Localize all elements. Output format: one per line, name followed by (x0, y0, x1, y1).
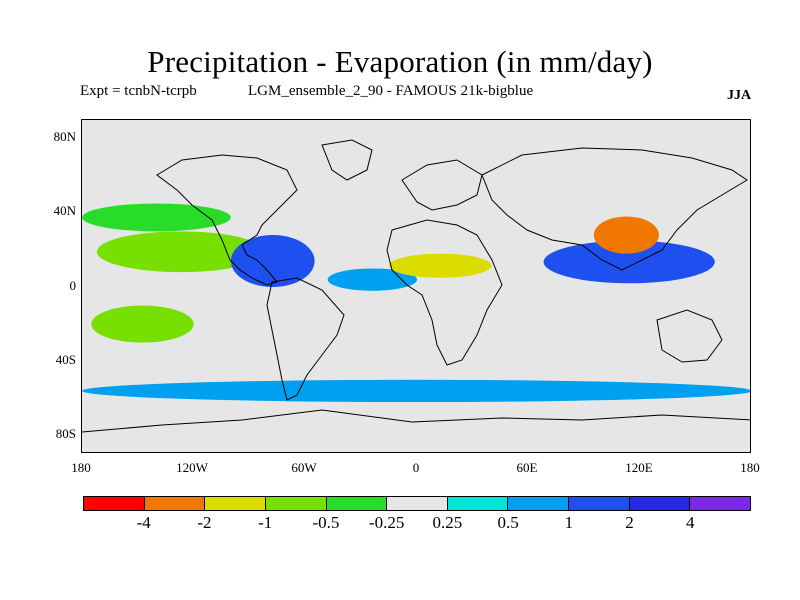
lon-label-120e: 120E (625, 460, 653, 475)
lat-label-80s: 80S (55, 426, 76, 441)
lon-label-60e: 60E (516, 460, 538, 475)
map-background (82, 120, 750, 452)
colorbar-label: 4 (686, 513, 695, 532)
colorbar-label: 2 (625, 513, 634, 532)
colorbar-swatch (84, 497, 145, 510)
colorbar-label: -4 (136, 513, 151, 532)
colorbar-swatch (144, 497, 206, 510)
colorbar-label: 0.25 (432, 513, 463, 532)
lon-label-180e: 180 (740, 460, 760, 475)
field-sahel-dry (389, 253, 492, 278)
field-north-pacific-dry (82, 203, 231, 232)
field-indian-monsoon-wet (543, 240, 715, 284)
lon-label-120w: 120W (176, 460, 208, 475)
field-central-america-wet (230, 235, 315, 287)
coast-australia (656, 309, 723, 363)
coast-europe (401, 159, 483, 211)
lat-label-80n: 80N (53, 129, 76, 144)
coast-south-america (266, 277, 345, 401)
lat-label-40s: 40S (55, 352, 76, 367)
coast-asia (481, 147, 748, 271)
coast-north-america (156, 154, 298, 286)
colorbar-label: -0.25 (368, 513, 405, 532)
map-panel (81, 119, 751, 453)
colorbar-swatch (569, 497, 630, 510)
colorbar-label: -2 (197, 513, 212, 532)
colorbar-label: -1 (258, 513, 273, 532)
lat-label-0: 0 (69, 278, 77, 293)
colorbar-label: 1 (564, 513, 574, 532)
coastline-layer (82, 139, 750, 433)
plot-title: Precipitation - Evaporation (in mm/day) (147, 44, 653, 79)
field-southern-ocean-wet (82, 379, 750, 403)
colorbar-swatch (387, 497, 448, 510)
colorbar-swatch (447, 497, 509, 510)
colorbar-swatch (326, 497, 388, 510)
field-south-pacific-dry (91, 305, 194, 343)
lat-label-40n: 40N (53, 203, 76, 218)
lon-label-60w: 60W (291, 460, 317, 475)
colorbar-label: -0.5 (312, 513, 340, 532)
coast-greenland (321, 139, 373, 181)
colorbar-swatch (508, 497, 570, 510)
colorbar-swatch (205, 497, 266, 510)
colorbar-swatch (629, 497, 691, 510)
coast-africa (386, 219, 503, 366)
colorbar-label: 0.5 (497, 513, 519, 532)
lon-label-180w: 180 (71, 460, 91, 475)
run-label: LGM_ensemble_2_90 - FAMOUS 21k-bigblue (248, 83, 534, 99)
colorbar-swatch (690, 497, 751, 510)
colorbar (83, 496, 751, 511)
experiment-label: Expt = tcnbN-tcrpb (80, 83, 197, 99)
field-equatorial-atlantic-wet (327, 268, 417, 291)
colorbar-swatch (265, 497, 327, 510)
coast-antarctica (82, 409, 750, 433)
season-label: JJA (727, 88, 752, 103)
field-east-asia-dry (593, 216, 659, 254)
map-canvas (82, 120, 750, 452)
pe-field-layer (82, 203, 750, 403)
lon-label-0: 0 (412, 460, 420, 475)
